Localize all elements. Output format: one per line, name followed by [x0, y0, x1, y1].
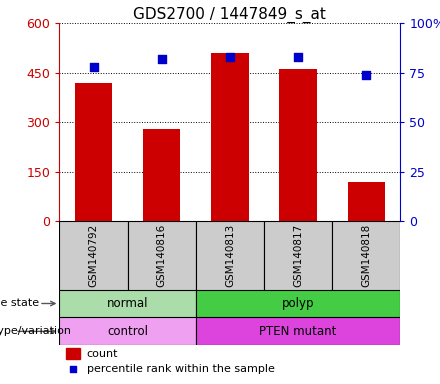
- Bar: [128, 221, 196, 290]
- Text: polyp: polyp: [282, 297, 314, 310]
- Point: [363, 71, 370, 78]
- Text: control: control: [107, 325, 148, 338]
- Bar: [59, 318, 196, 345]
- Point: [70, 366, 77, 372]
- Bar: [348, 182, 385, 221]
- Title: GDS2700 / 1447849_s_at: GDS2700 / 1447849_s_at: [133, 7, 326, 23]
- Bar: [264, 221, 332, 290]
- Text: GSM140818: GSM140818: [361, 224, 371, 287]
- Text: GSM140817: GSM140817: [293, 224, 303, 287]
- Text: percentile rank within the sample: percentile rank within the sample: [87, 364, 275, 374]
- Bar: [66, 348, 80, 359]
- Bar: [196, 290, 400, 318]
- Bar: [59, 221, 128, 290]
- Point: [295, 54, 302, 60]
- Bar: [59, 290, 196, 318]
- Bar: [196, 318, 400, 345]
- Text: GSM140813: GSM140813: [225, 224, 235, 287]
- Bar: [211, 53, 249, 221]
- Bar: [196, 221, 264, 290]
- Text: disease state: disease state: [0, 298, 55, 308]
- Text: normal: normal: [107, 297, 148, 310]
- Point: [227, 54, 234, 60]
- Text: GSM140816: GSM140816: [157, 224, 167, 287]
- Bar: [75, 83, 112, 221]
- Bar: [143, 129, 180, 221]
- Text: GSM140792: GSM140792: [88, 224, 99, 287]
- Point: [90, 64, 97, 70]
- Bar: [279, 70, 317, 221]
- Point: [158, 56, 165, 62]
- Text: PTEN mutant: PTEN mutant: [260, 325, 337, 338]
- Text: count: count: [87, 349, 118, 359]
- Bar: [332, 221, 400, 290]
- Text: genotype/variation: genotype/variation: [0, 326, 71, 336]
